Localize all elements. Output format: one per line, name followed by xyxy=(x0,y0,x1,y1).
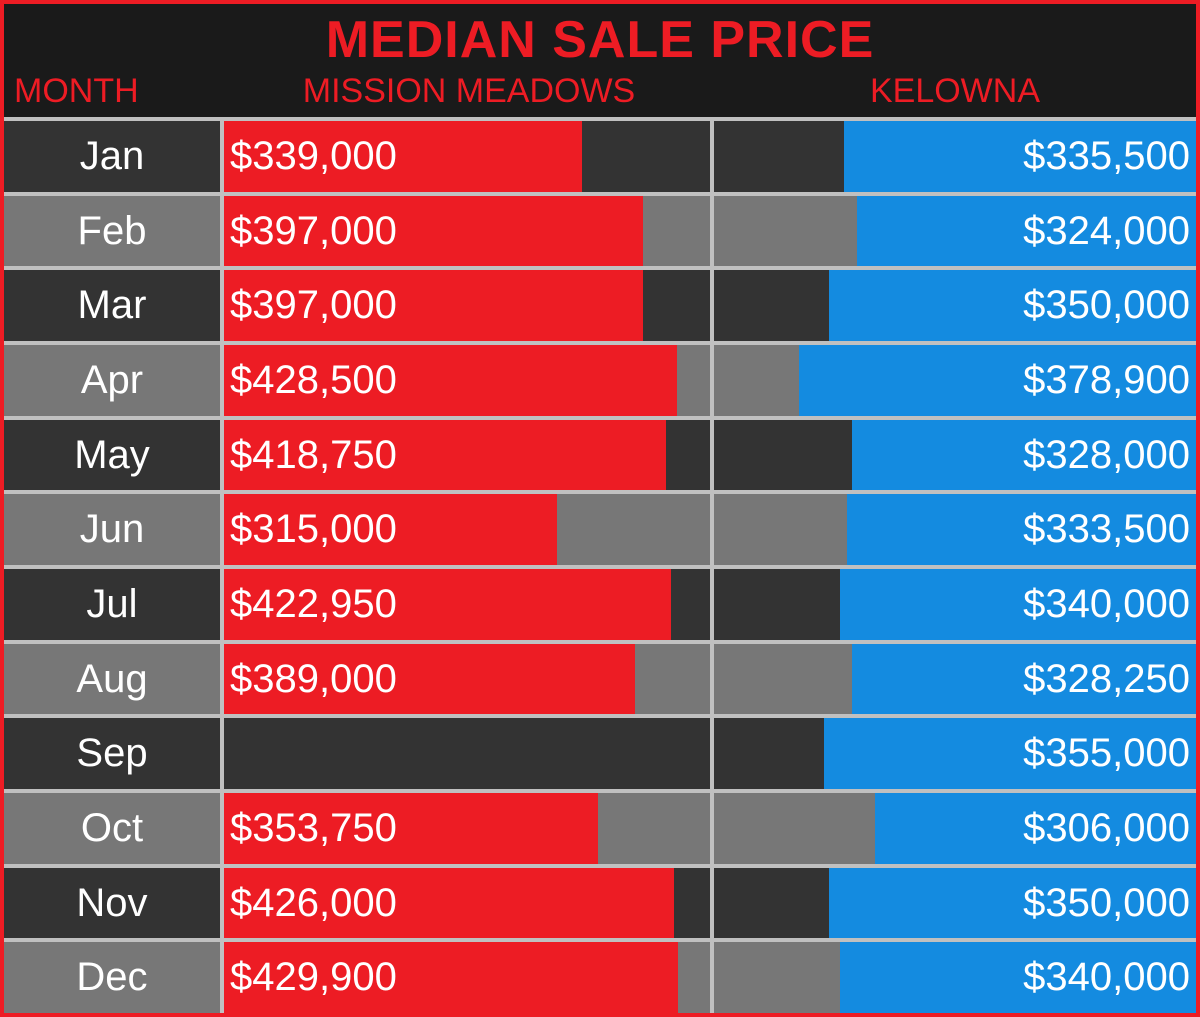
table-row: Jul$422,950$340,000 xyxy=(4,565,1196,640)
kelowna-cell: $378,900 xyxy=(714,345,1196,416)
kelowna-value: $333,500 xyxy=(714,507,1196,552)
kelowna-value: $340,000 xyxy=(714,582,1196,627)
kelowna-value: $350,000 xyxy=(714,283,1196,328)
mission-meadows-value: $426,000 xyxy=(224,881,710,926)
mission-meadows-value: $428,500 xyxy=(224,358,710,403)
month-cell: Dec xyxy=(4,942,224,1013)
kelowna-value: $340,000 xyxy=(714,955,1196,1000)
table-row: Oct$353,750$306,000 xyxy=(4,789,1196,864)
mission-meadows-value: $353,750 xyxy=(224,806,710,851)
chart-title: MEDIAN SALE PRICE xyxy=(4,4,1196,72)
kelowna-value: $350,000 xyxy=(714,881,1196,926)
kelowna-cell: $324,000 xyxy=(714,196,1196,267)
kelowna-cell: $340,000 xyxy=(714,569,1196,640)
mission-meadows-cell: $397,000 xyxy=(224,196,714,267)
mission-meadows-cell: $426,000 xyxy=(224,868,714,939)
kelowna-value: $378,900 xyxy=(714,358,1196,403)
kelowna-cell: $335,500 xyxy=(714,121,1196,192)
month-cell: Feb xyxy=(4,196,224,267)
table-row: Dec$429,900$340,000 xyxy=(4,938,1196,1013)
header-kelowna: KELOWNA xyxy=(714,72,1196,111)
kelowna-cell: $350,000 xyxy=(714,270,1196,341)
mission-meadows-value: $418,750 xyxy=(224,433,710,478)
month-cell: Nov xyxy=(4,868,224,939)
kelowna-value: $335,500 xyxy=(714,134,1196,179)
table-row: Jun$315,000$333,500 xyxy=(4,490,1196,565)
month-cell: May xyxy=(4,420,224,491)
kelowna-cell: $333,500 xyxy=(714,494,1196,565)
mission-meadows-value: $397,000 xyxy=(224,283,710,328)
month-cell: Apr xyxy=(4,345,224,416)
title-section: MEDIAN SALE PRICE MONTH MISSION MEADOWS … xyxy=(4,4,1196,117)
mission-meadows-cell: $429,900 xyxy=(224,942,714,1013)
kelowna-value: $324,000 xyxy=(714,209,1196,254)
month-cell: Jan xyxy=(4,121,224,192)
kelowna-value: $328,250 xyxy=(714,657,1196,702)
mission-meadows-value: $397,000 xyxy=(224,209,710,254)
header-row: MONTH MISSION MEADOWS KELOWNA xyxy=(4,72,1196,117)
month-cell: Jul xyxy=(4,569,224,640)
data-rows: Jan$339,000$335,500Feb$397,000$324,000Ma… xyxy=(4,117,1196,1013)
kelowna-cell: $328,000 xyxy=(714,420,1196,491)
mission-meadows-value: $389,000 xyxy=(224,657,710,702)
mission-meadows-cell: $353,750 xyxy=(224,793,714,864)
month-cell: Oct xyxy=(4,793,224,864)
mission-meadows-cell xyxy=(224,718,714,789)
table-row: Mar$397,000$350,000 xyxy=(4,266,1196,341)
mission-meadows-value: $315,000 xyxy=(224,507,710,552)
table-row: Jan$339,000$335,500 xyxy=(4,117,1196,192)
mission-meadows-cell: $397,000 xyxy=(224,270,714,341)
kelowna-cell: $350,000 xyxy=(714,868,1196,939)
header-mission-meadows: MISSION MEADOWS xyxy=(224,72,714,111)
mission-meadows-cell: $418,750 xyxy=(224,420,714,491)
kelowna-value: $328,000 xyxy=(714,433,1196,478)
kelowna-value: $306,000 xyxy=(714,806,1196,851)
table-row: Nov$426,000$350,000 xyxy=(4,864,1196,939)
kelowna-value: $355,000 xyxy=(714,731,1196,776)
mission-meadows-cell: $389,000 xyxy=(224,644,714,715)
kelowna-cell: $306,000 xyxy=(714,793,1196,864)
mission-meadows-value: $339,000 xyxy=(224,134,710,179)
table-row: Apr$428,500$378,900 xyxy=(4,341,1196,416)
kelowna-cell: $355,000 xyxy=(714,718,1196,789)
table-row: Aug$389,000$328,250 xyxy=(4,640,1196,715)
mission-meadows-value: $422,950 xyxy=(224,582,710,627)
table-row: Feb$397,000$324,000 xyxy=(4,192,1196,267)
mission-meadows-cell: $422,950 xyxy=(224,569,714,640)
kelowna-cell: $340,000 xyxy=(714,942,1196,1013)
month-cell: Jun xyxy=(4,494,224,565)
header-month: MONTH xyxy=(4,72,224,111)
mission-meadows-value: $429,900 xyxy=(224,955,710,1000)
table-row: May$418,750$328,000 xyxy=(4,416,1196,491)
kelowna-cell: $328,250 xyxy=(714,644,1196,715)
month-cell: Sep xyxy=(4,718,224,789)
month-cell: Aug xyxy=(4,644,224,715)
table-row: Sep $355,000 xyxy=(4,714,1196,789)
month-cell: Mar xyxy=(4,270,224,341)
mission-meadows-cell: $339,000 xyxy=(224,121,714,192)
chart-container: MEDIAN SALE PRICE MONTH MISSION MEADOWS … xyxy=(0,0,1200,1017)
mission-meadows-cell: $428,500 xyxy=(224,345,714,416)
mission-meadows-cell: $315,000 xyxy=(224,494,714,565)
